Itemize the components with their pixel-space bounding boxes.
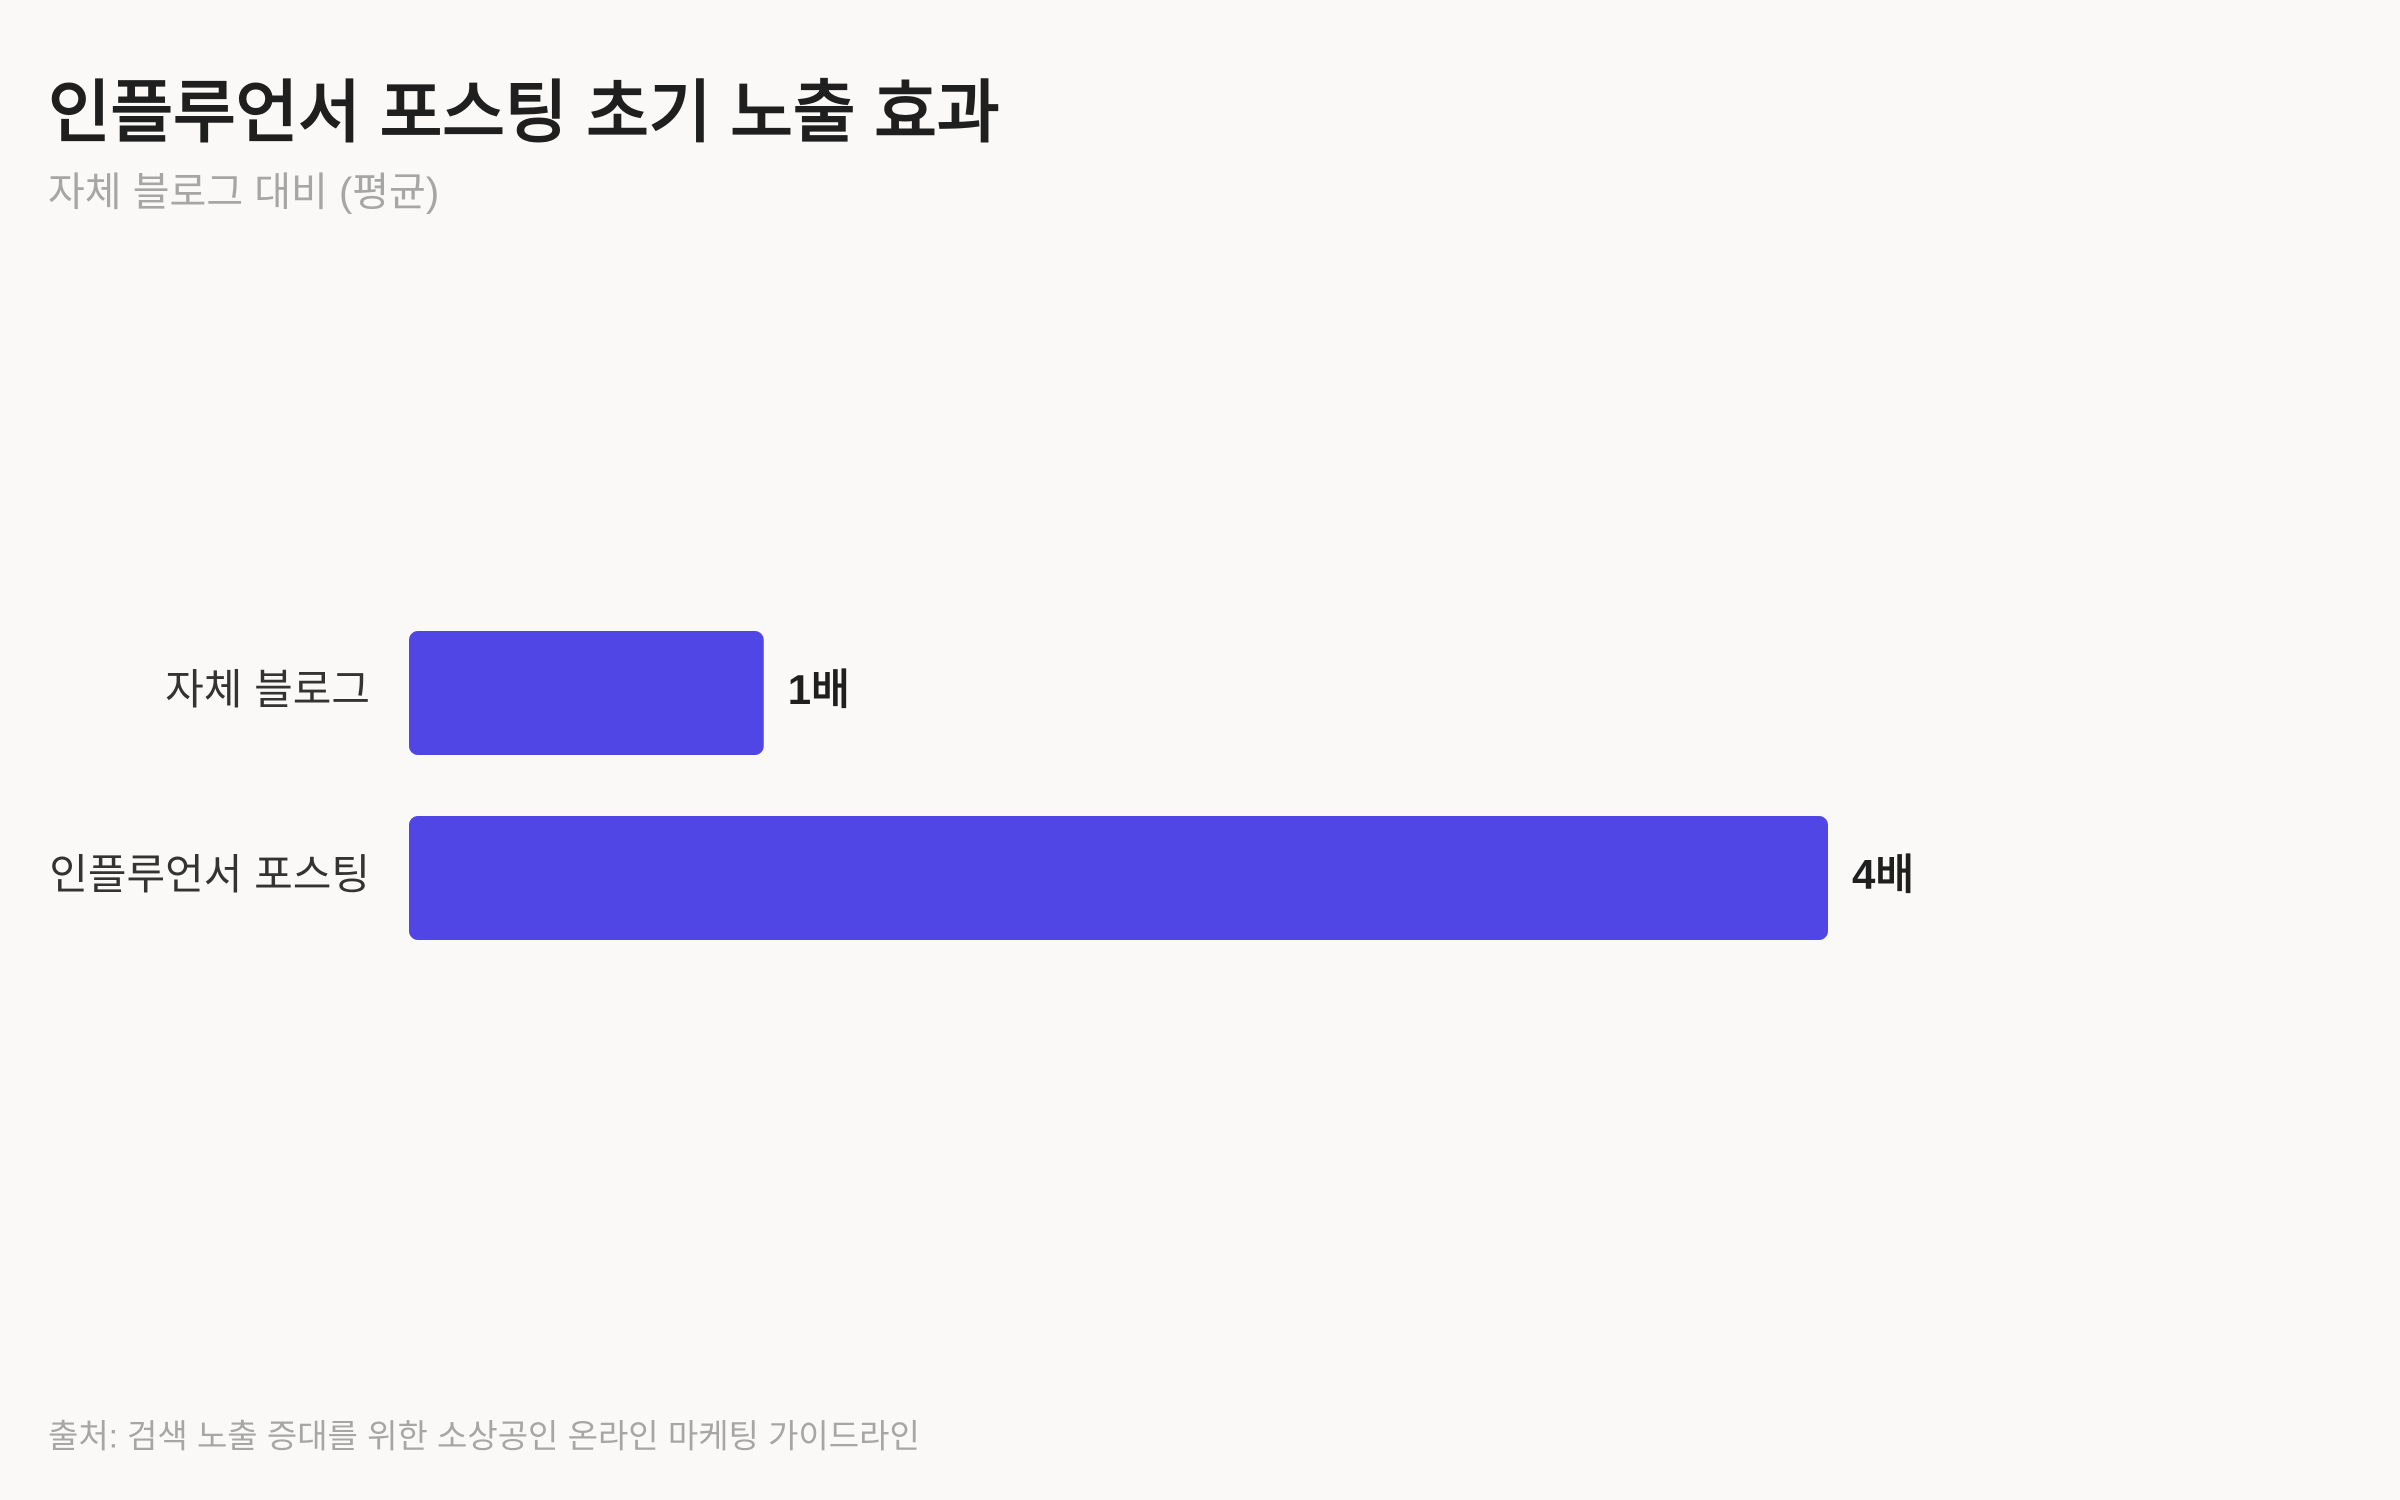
value-label: 1배 [788, 666, 850, 713]
bar [409, 631, 764, 755]
category-label: 자체 블로그 [165, 666, 370, 713]
chart-subtitle: 자체 블로그 대비 (평균) [48, 171, 439, 215]
bar [409, 816, 1828, 940]
category-label: 인플루언서 포스팅 [49, 851, 370, 898]
chart-title: 인플루언서 포스팅 초기 노출 효과 [48, 75, 999, 151]
source-note: 출처: 검색 노출 증대를 위한 소상공인 온라인 마케팅 가이드라인 [48, 1418, 920, 1455]
value-label: 4배 [1852, 851, 1914, 898]
